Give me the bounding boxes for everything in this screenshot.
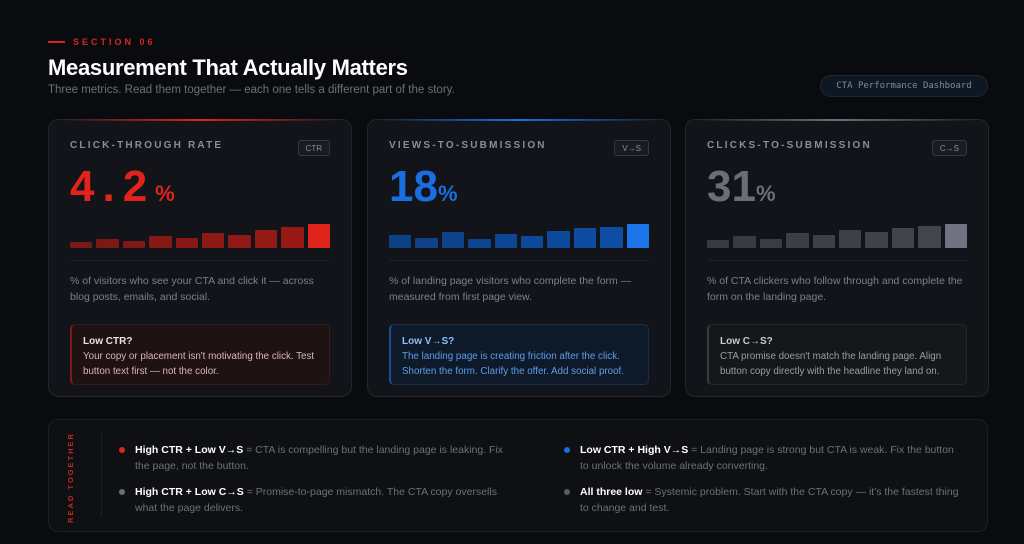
section-eyebrow: SECTION 06 <box>48 37 156 47</box>
note-text: Your copy or placement isn't motivating … <box>83 351 315 377</box>
metric-description: % of CTA clickers who follow through and… <box>707 275 963 303</box>
eyebrow-text: SECTION 06 <box>73 37 156 47</box>
trend-bar <box>468 238 491 248</box>
metric-label: CLICKS-TO-SUBMISSION <box>707 140 872 151</box>
trend-bar <box>759 238 783 248</box>
eyebrow-line <box>48 41 65 43</box>
note-title: Low CTR? <box>83 336 133 347</box>
trend-bar <box>521 236 544 248</box>
trend-bar <box>441 231 465 248</box>
insight-text: = Systemic problem. Start with the CTA c… <box>580 486 959 514</box>
metric-value: 31% <box>707 165 967 213</box>
trend-bar <box>307 224 331 248</box>
value-number: 18 <box>389 162 438 211</box>
note-text: The landing page is creating friction af… <box>402 351 624 377</box>
value-unit: % <box>437 181 458 206</box>
divider <box>389 260 649 261</box>
value-unit: % <box>155 181 175 206</box>
trend-bar <box>149 236 172 248</box>
trend-bar <box>600 226 623 248</box>
insight-item: All three low = Systemic problem. Start … <box>564 484 964 516</box>
bullet-dot-icon <box>119 489 125 495</box>
trend-bar <box>626 224 650 248</box>
trend-bar <box>547 230 570 248</box>
note-text: CTA promise doesn't match the landing pa… <box>720 351 942 377</box>
insight-condition: High CTR + Low C→S <box>135 486 244 498</box>
page-title: Measurement That Actually Matters <box>48 55 408 80</box>
divider <box>70 260 330 261</box>
insight-condition: All three low <box>580 486 643 498</box>
card-accent <box>59 119 341 121</box>
trend-bar <box>96 238 119 248</box>
bullet-dot-icon <box>564 447 570 453</box>
note-title: Low C→S? <box>720 336 773 347</box>
trend-bar <box>122 240 146 248</box>
metric-card-v2s: VIEWS-TO-SUBMISSION V→S 18% % of landing… <box>367 119 671 397</box>
insight-item: High CTR + Low V→S = CTA is compelling b… <box>119 442 519 474</box>
diagnosis-note: Low C→S? CTA promise doesn't match the l… <box>707 324 967 385</box>
trend-bar <box>175 237 199 248</box>
trend-bar <box>254 229 278 248</box>
divider <box>101 434 102 517</box>
trend-bar <box>281 226 304 248</box>
trend-bar <box>202 232 225 248</box>
diagnosis-note: Low CTR? Your copy or placement isn't mo… <box>70 324 330 385</box>
trend-bar <box>812 234 836 248</box>
metric-value: 4.2% <box>70 165 330 213</box>
trend-bars <box>707 224 968 249</box>
trend-bar <box>389 235 412 248</box>
trend-bar <box>918 225 941 248</box>
insight-item: Low CTR + High V→S = Landing page is str… <box>564 442 964 474</box>
bullet-dot-icon <box>564 489 570 495</box>
insight-text: = CTA is compelling but the landing page… <box>135 444 504 472</box>
value-unit: % <box>755 181 776 206</box>
trend-bar <box>891 228 915 248</box>
insight-text: = Landing page is strong but CTA is weak… <box>580 444 954 472</box>
note-title: Low V→S? <box>402 336 455 347</box>
trend-bar <box>839 230 862 248</box>
insight-item: High CTR + Low C→S = Promise-to-page mis… <box>119 484 519 516</box>
trend-bar <box>707 240 730 248</box>
insight-condition: Low CTR + High V→S <box>580 444 689 456</box>
bullet-dot-icon <box>119 447 125 453</box>
diagnosis-note: Low V→S? The landing page is creating fr… <box>389 324 649 385</box>
metric-label: VIEWS-TO-SUBMISSION <box>389 140 547 151</box>
value-number: 31 <box>707 162 756 211</box>
read-together-label: READ TOGETHER <box>63 432 77 523</box>
page-subtitle: Three metrics. Read them together — each… <box>48 84 455 96</box>
metric-description: % of landing page visitors who complete … <box>389 275 632 303</box>
trend-bars <box>70 224 331 249</box>
divider <box>707 260 967 261</box>
trend-bar <box>228 234 251 248</box>
insight-condition: High CTR + Low V→S <box>135 444 244 456</box>
trend-bar <box>70 242 93 248</box>
trend-bar <box>944 224 968 248</box>
card-accent <box>696 119 978 121</box>
metric-tag: V→S <box>614 140 649 156</box>
metric-card-ctr: CLICK-THROUGH RATE CTR 4.2% % of visitor… <box>48 119 352 397</box>
dashboard-badge: CTA Performance Dashboard <box>820 75 988 97</box>
metric-tag: C→S <box>931 140 967 156</box>
read-together-panel: READ TOGETHER High CTR + Low V→S = CTA i… <box>48 419 988 532</box>
metric-value: 18% <box>389 165 649 213</box>
trend-bar <box>786 232 809 248</box>
card-accent <box>378 119 660 121</box>
metric-description: % of visitors who see your CTA and click… <box>70 275 314 303</box>
read-together-text: READ TOGETHER <box>65 432 75 523</box>
metric-label: CLICK-THROUGH RATE <box>70 140 224 151</box>
trend-bars <box>389 224 650 249</box>
insight-text: = Promise-to-page mismatch. The CTA copy… <box>135 486 497 514</box>
trend-bar <box>733 236 756 248</box>
value-number: 4.2 <box>70 162 156 211</box>
trend-bar <box>865 231 888 248</box>
metric-card-c2s: CLICKS-TO-SUBMISSION C→S 31% % of CTA cl… <box>685 119 989 397</box>
trend-bar <box>573 228 597 248</box>
trend-bar <box>494 234 518 248</box>
metric-tag: CTR <box>297 140 330 156</box>
trend-bar <box>415 237 438 248</box>
